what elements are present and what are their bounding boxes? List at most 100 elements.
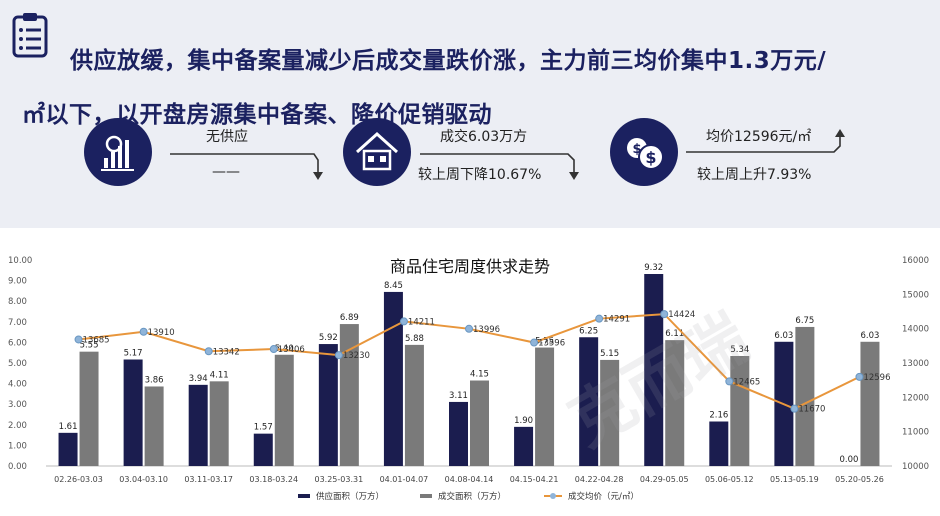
stat-sales-top: 成交6.03万方 — [440, 129, 528, 145]
supply-data-label: 1.57 — [254, 423, 273, 433]
dollar-icon: $ $ — [627, 138, 664, 170]
stat-supply-badge — [84, 118, 152, 186]
x-tick-label: 03.25-03.31 — [314, 475, 363, 484]
y-left-tick-label: 6.00 — [8, 338, 27, 348]
sales-bar — [665, 340, 685, 466]
y-left-tick-label: 7.00 — [8, 318, 27, 328]
y-right-tick-label: 10000 — [902, 462, 929, 472]
legend-price-label: 成交均价（元/㎡） — [568, 491, 639, 502]
stat-sales-bottom: 较上周下降10.67% — [418, 167, 542, 183]
price-point — [660, 310, 669, 319]
x-tick-label: 03.04-03.10 — [119, 475, 168, 484]
sales-bar — [404, 344, 424, 466]
sales-bar — [535, 347, 555, 466]
y-right-tick-label: 11000 — [902, 428, 929, 438]
sales-bar — [795, 326, 815, 466]
headline-line-1: 供应放缓，集中备案量减少后成交量跌价涨，主力前三均价集中1.3万元/ — [70, 48, 827, 74]
stat-sales-badge — [343, 118, 411, 186]
legend-sales-swatch — [420, 494, 432, 498]
price-data-label: 11670 — [798, 405, 825, 415]
y-left-tick-label: 3.00 — [8, 400, 27, 410]
sales-bar — [274, 354, 294, 466]
sales-data-label: 6.75 — [795, 316, 814, 326]
supply-bar — [188, 384, 208, 466]
sales-data-label: 4.11 — [210, 370, 229, 380]
price-data-label: 14424 — [668, 310, 695, 320]
clipboard-icon — [12, 13, 48, 58]
price-data-label: 12596 — [863, 373, 890, 383]
supply-bar — [449, 401, 468, 466]
stat-supply-top: 无供应 — [206, 129, 248, 145]
price-data-label: 13342 — [213, 347, 240, 357]
x-tick-label: 04.15-04.21 — [510, 475, 559, 484]
supply-bar — [123, 359, 143, 466]
supply-data-label: 6.03 — [774, 331, 793, 341]
supply-data-label: 6.25 — [579, 326, 598, 336]
price-point — [725, 377, 734, 386]
x-tick-label: 03.18-03.24 — [249, 475, 298, 484]
price-data-label: 13685 — [83, 335, 110, 345]
y-left-tick-label: 2.00 — [8, 421, 27, 431]
supply-bar — [318, 344, 338, 466]
sales-data-label: 5.55 — [80, 341, 99, 351]
legend-sales-label: 成交面积（万方） — [438, 491, 506, 502]
supply-data-label: 1.61 — [59, 422, 78, 432]
x-tick-label: 02.26-03.03 — [54, 475, 103, 484]
y-left-tick-label: 0.00 — [8, 462, 27, 472]
sales-bar — [470, 380, 489, 466]
price-point — [204, 347, 213, 356]
x-tick-label: 04.29-05.05 — [640, 475, 689, 484]
supply-data-label: 5.17 — [124, 348, 143, 358]
legend-price-marker — [550, 493, 556, 499]
sales-bar — [144, 386, 164, 466]
supply-data-label: 9.32 — [644, 263, 663, 273]
price-point — [399, 317, 408, 326]
chart-svg: 商品住宅周度供求走势 0.00 1.00 2.00 3.00 4.00 5.00 6.00 7.… — [8, 256, 929, 502]
x-tick-label: 04.22-04.28 — [575, 475, 624, 484]
supply-bar — [253, 433, 273, 466]
price-point — [269, 345, 278, 354]
stat-price-badge: $ $ — [610, 118, 678, 186]
x-tick-label: 05.06-05.12 — [705, 475, 754, 484]
sales-data-label: 3.86 — [145, 375, 164, 385]
sales-bar — [600, 359, 620, 466]
y-left-tick-label: 10.00 — [8, 256, 32, 266]
x-tick-label: 05.13-05.19 — [770, 475, 819, 484]
y-right-tick-label: 15000 — [902, 290, 929, 300]
price-point — [465, 324, 473, 333]
y-left-tick-label: 4.00 — [8, 380, 27, 390]
sales-data-label: 5.34 — [730, 345, 749, 355]
supply-bar — [644, 274, 664, 466]
supply-bar — [58, 432, 78, 466]
bar-chart-icon — [101, 135, 134, 171]
price-data-label: 13910 — [148, 328, 175, 338]
supply-bar — [579, 337, 599, 466]
y-left-tick-label: 8.00 — [8, 297, 27, 307]
trend-down-arrow-icon — [420, 153, 579, 180]
supply-data-label: 8.45 — [384, 281, 403, 291]
svg-text:$: $ — [632, 142, 641, 157]
y-right-tick-label: 16000 — [902, 256, 929, 266]
trend-up-arrow-icon — [686, 129, 845, 153]
sales-bar — [209, 381, 229, 466]
supply-bar — [709, 421, 729, 466]
price-point — [334, 351, 343, 360]
supply-data-label: 2.16 — [709, 411, 728, 421]
price-data-label: 13996 — [473, 325, 500, 335]
supply-data-label: 3.11 — [449, 391, 468, 401]
sales-bar — [860, 341, 880, 466]
summary-panel: 供应放缓，集中备案量减少后成交量跌价涨，主力前三均价集中1.3万元/ ㎡以下，以… — [0, 0, 940, 228]
stat-price-top: 均价12596元/㎡ — [706, 129, 812, 145]
sales-data-label: 5.40 — [275, 344, 294, 354]
y-right-tick-label: 12000 — [902, 393, 929, 403]
price-point — [139, 327, 148, 336]
sales-data-label: 5.88 — [405, 334, 424, 344]
svg-text:$: $ — [645, 148, 656, 167]
y-right-tick-label: 14000 — [902, 325, 929, 335]
stat-supply-bottom: —— — [212, 164, 240, 180]
sales-bar — [339, 324, 359, 466]
sales-bar — [79, 351, 99, 466]
supply-demand-chart: 商品住宅周度供求走势 0.00 1.00 2.00 3.00 4.00 5.00 6.00 7.… — [0, 236, 940, 512]
price-point — [855, 372, 864, 381]
legend-supply-label: 供应面积（万方） — [316, 491, 384, 502]
